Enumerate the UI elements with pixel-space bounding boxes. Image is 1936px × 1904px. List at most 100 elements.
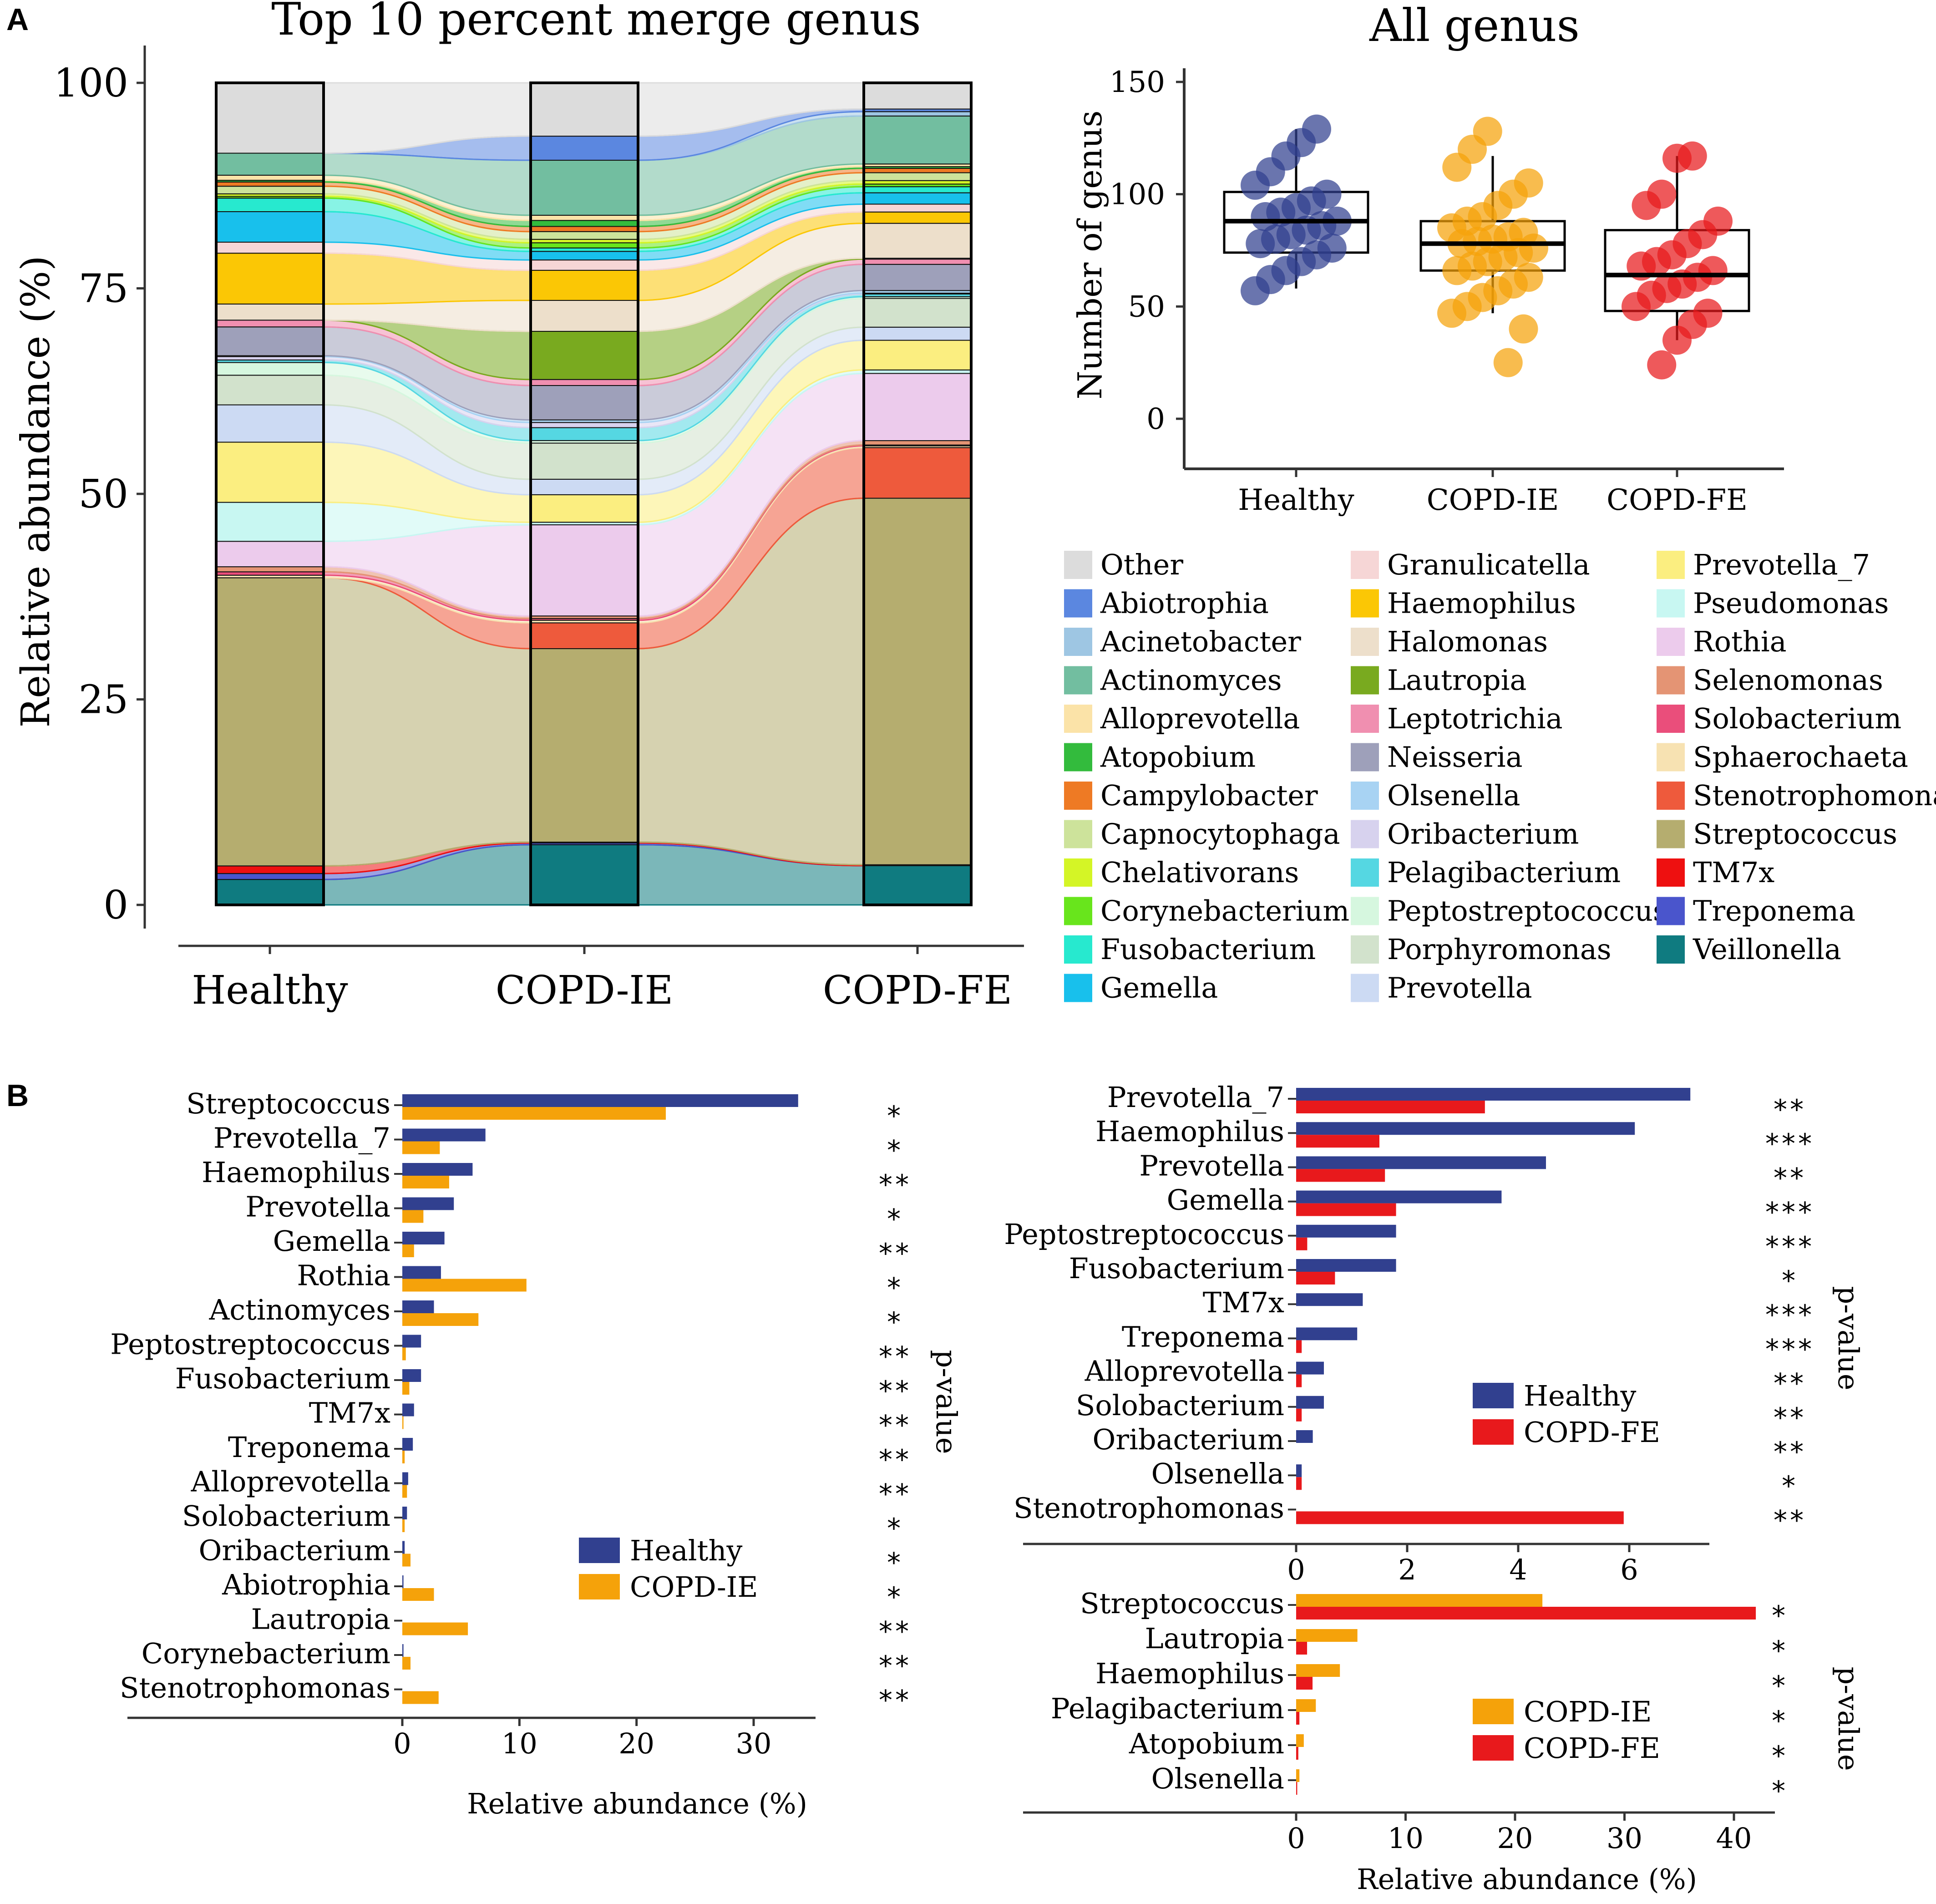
bar-segment-copd-ie-gemella xyxy=(530,251,639,261)
bar-segment-healthy-halomonas xyxy=(216,303,324,321)
legend-label-halomonas: Halomonas xyxy=(1387,625,1548,658)
hb3-legend-swatch-copd-fe xyxy=(1473,1735,1514,1761)
legend-label-fusobacterium: Fusobacterium xyxy=(1100,933,1316,966)
hb1-category-label: Streptococcus xyxy=(186,1087,390,1120)
hb1-p-value-mark: * xyxy=(886,1306,902,1338)
hb2-bar-copd-fe xyxy=(1296,1237,1308,1250)
bar-segment-copd-fe-prevotella-7 xyxy=(863,340,972,371)
hb1-p-value-mark: ** xyxy=(877,1169,910,1201)
legend-label-leptotrichia: Leptotrichia xyxy=(1387,702,1563,735)
box-y-tick-label: 50 xyxy=(1128,290,1165,324)
hb3-p-value-mark: * xyxy=(1770,1705,1787,1737)
bar-segment-healthy-oribacterium xyxy=(216,356,324,360)
hb1-bar-copd-ie xyxy=(402,1141,440,1154)
hb3-bar-copd-fe xyxy=(1296,1642,1308,1655)
hb1-bar-healthy xyxy=(402,1300,434,1313)
hb2-bar-copd-fe xyxy=(1296,1169,1385,1182)
hb2-bar-copd-fe xyxy=(1296,1477,1302,1490)
hb2-p-value-mark: ** xyxy=(1772,1368,1805,1400)
alluvial-y-tick-label: 75 xyxy=(79,266,128,312)
bar-segment-healthy-haemophilus xyxy=(216,253,324,305)
legend-label-rothia: Rothia xyxy=(1693,625,1787,658)
bar-outline-healthy xyxy=(215,81,325,906)
hb2-bar-copd-fe xyxy=(1296,1340,1302,1353)
legend-swatch-solobacterium xyxy=(1657,705,1685,733)
bar-segment-healthy-tm7x xyxy=(216,865,324,874)
bar-segment-copd-fe-actinomyces xyxy=(863,115,972,165)
hb1-bar-healthy xyxy=(402,1197,454,1210)
legend-label-actinomyces: Actinomyces xyxy=(1100,664,1282,697)
bar-segment-healthy-prevotella xyxy=(216,404,324,443)
bar-outline-copd-ie xyxy=(529,81,639,906)
data-point-copd-ie xyxy=(1509,314,1538,344)
hb3-bar-copd-ie xyxy=(1296,1769,1300,1782)
legend-swatch-peptostreptococcus xyxy=(1351,897,1379,925)
bar-segment-copd-fe-rothia xyxy=(863,373,972,442)
bar-segment-copd-fe-halomonas xyxy=(863,223,972,259)
hb3-bar-copd-fe xyxy=(1296,1782,1297,1795)
hb3-p-value-mark: * xyxy=(1770,1740,1787,1772)
bar-segment-copd-ie-abiotrophia xyxy=(530,136,639,161)
hb1-category-label: Rothia xyxy=(297,1259,390,1292)
bar-segment-copd-ie-veillonella xyxy=(530,844,639,905)
legend-swatch-pseudomonas xyxy=(1657,589,1685,618)
hb2-x-tick-label: 6 xyxy=(1620,1553,1638,1586)
hb2-legend-label-copd-fe: COPD-FE xyxy=(1524,1416,1660,1449)
hb1-x-tick-label: 10 xyxy=(502,1727,537,1760)
hb2-bar-healthy xyxy=(1296,1327,1358,1340)
legend-label-veillonella: Veillonella xyxy=(1693,933,1841,966)
box-plot-title: All genus xyxy=(1369,0,1580,52)
alluvial-x-tick-label: COPD-FE xyxy=(823,968,1012,1013)
legend-swatch-haemophilus xyxy=(1351,589,1379,618)
hb2-bar-healthy xyxy=(1296,1430,1313,1443)
hb2-category-label: Fusobacterium xyxy=(1069,1252,1284,1285)
hb2-category-label: Prevotella xyxy=(1139,1149,1284,1182)
hb1-bar-copd-ie xyxy=(402,1691,439,1704)
hb1-category-label: Alloprevotella xyxy=(191,1465,390,1498)
bar-segment-copd-fe-porphyromonas xyxy=(863,298,972,328)
legend-label-prevotella-7: Prevotella_7 xyxy=(1693,548,1870,581)
hb1-p-value-mark: ** xyxy=(877,1616,910,1648)
b1-x-axis-label: Relative abundance (%) xyxy=(467,1787,807,1820)
hb1-bar-copd-ie xyxy=(402,1210,424,1223)
data-point-copd-ie xyxy=(1509,218,1538,247)
hb2-bar-healthy xyxy=(1296,1088,1691,1101)
box-y-tick-label: 100 xyxy=(1110,178,1165,212)
legend-label-olsenella: Olsenella xyxy=(1387,779,1520,812)
legend-label-chelativorans: Chelativorans xyxy=(1100,856,1299,889)
hb2-bar-healthy xyxy=(1296,1190,1502,1203)
data-point-copd-ie xyxy=(1514,168,1543,198)
bar-segment-healthy-neisseria xyxy=(216,326,324,356)
hb3-bar-copd-ie xyxy=(1296,1664,1340,1677)
hb1-category-label: Corynebacterium xyxy=(142,1637,390,1670)
legend-swatch-granulicatella xyxy=(1351,551,1379,579)
hb1-bar-healthy xyxy=(402,1094,798,1107)
legend-swatch-porphyromonas xyxy=(1351,935,1379,964)
data-point-healthy xyxy=(1312,179,1342,209)
hb1-bar-healthy xyxy=(402,1575,404,1588)
hb3-x-tick-label: 40 xyxy=(1716,1822,1752,1855)
bar-segment-copd-fe-capnocytophaga xyxy=(863,172,972,181)
bar-segment-copd-fe-granulicatella xyxy=(863,203,972,213)
hb3-category-label: Olsenella xyxy=(1151,1762,1284,1795)
hb1-bar-copd-ie xyxy=(402,1313,479,1326)
legend-label-capnocytophaga: Capnocytophaga xyxy=(1100,817,1340,851)
hb1-category-label: Actinomyces xyxy=(208,1293,390,1326)
bar-segment-copd-fe-neisseria xyxy=(863,264,972,291)
bar-segment-healthy-solobacterium xyxy=(216,571,324,576)
hb2-p-value-mark: ** xyxy=(1772,1402,1805,1434)
hb2-bar-copd-fe xyxy=(1296,1408,1302,1422)
legend-label-lautropia: Lautropia xyxy=(1387,664,1526,697)
bar-segment-copd-ie-granulicatella xyxy=(530,259,639,271)
hb1-category-label: Gemella xyxy=(273,1224,390,1258)
hb1-bar-copd-ie xyxy=(402,1554,411,1567)
b2-p-value-label: p-value xyxy=(1832,1286,1865,1390)
bar-segment-copd-ie-atopobium xyxy=(530,220,639,227)
bar-segment-copd-ie-stenotrophomonas xyxy=(530,622,639,650)
bar-segment-copd-ie-chelativorans xyxy=(530,239,639,244)
legend-swatch-tm7x xyxy=(1657,858,1685,887)
hb1-x-tick-label: 30 xyxy=(736,1727,772,1760)
hb1-p-value-mark: ** xyxy=(877,1238,910,1269)
hb1-p-value-mark: ** xyxy=(877,1341,910,1373)
